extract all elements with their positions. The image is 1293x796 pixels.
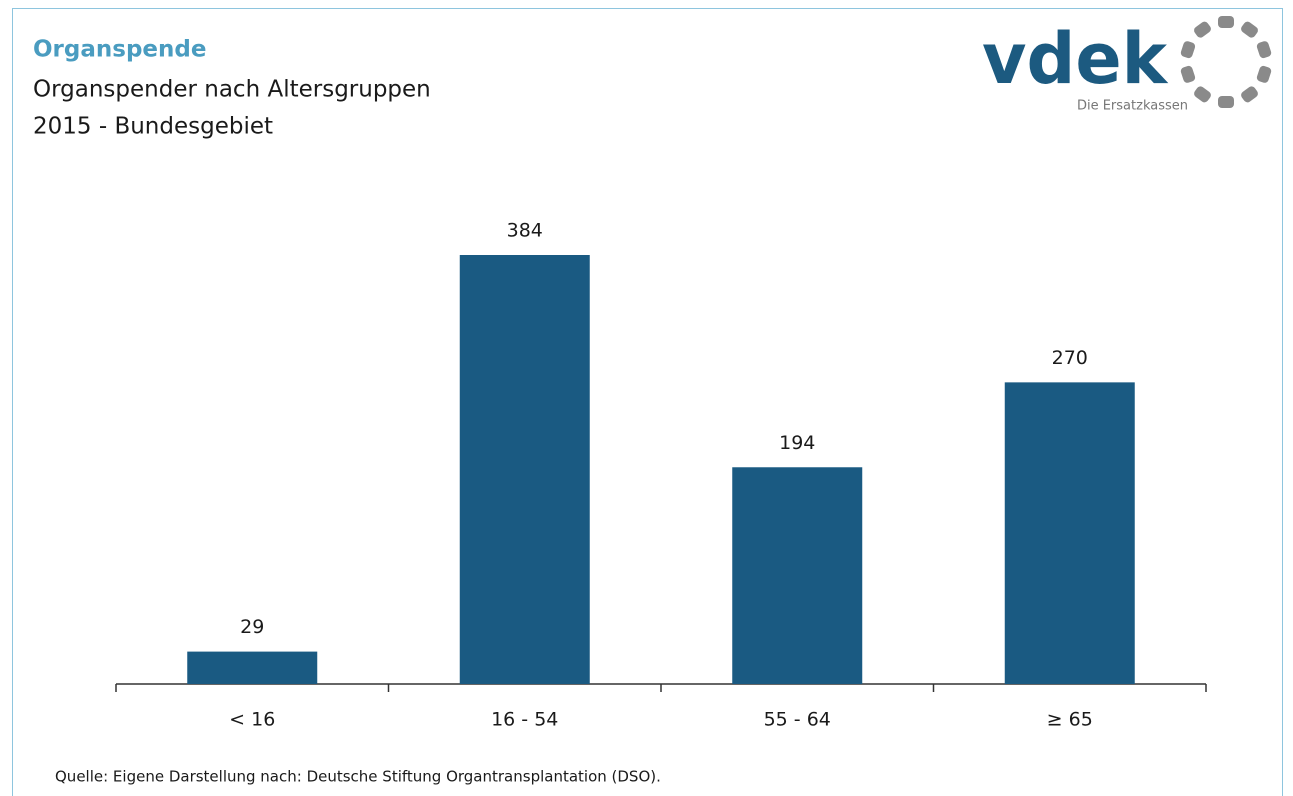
logo-dot xyxy=(1180,41,1196,59)
x-tick-label: ≥ 65 xyxy=(1047,709,1093,731)
logo-dot xyxy=(1241,86,1258,103)
bar xyxy=(1004,382,1135,684)
logo-name: vdek xyxy=(982,18,1168,100)
value-label: 270 xyxy=(1052,347,1088,369)
logo-dot xyxy=(1256,41,1272,59)
value-label: 384 xyxy=(507,220,543,242)
x-tick-label: < 16 xyxy=(229,709,275,731)
logo-dot xyxy=(1194,86,1211,103)
logo-dot xyxy=(1180,65,1196,83)
x-tick-label: 55 - 64 xyxy=(764,709,831,731)
x-tick-label: 16 - 54 xyxy=(491,709,558,731)
logo-dot xyxy=(1256,65,1272,83)
logo-ring xyxy=(1180,16,1272,108)
logo-dot xyxy=(1218,16,1234,28)
chart-title: Organspender nach Altersgruppen xyxy=(33,77,431,103)
bar xyxy=(732,467,863,684)
source: Quelle: Eigene Darstellung nach: Deutsch… xyxy=(55,768,661,786)
logo-dot xyxy=(1194,21,1211,38)
value-label: 194 xyxy=(779,432,815,454)
logo-dot xyxy=(1218,96,1234,108)
bar xyxy=(459,255,590,684)
chart-subtitle: 2015 - Bundesgebiet xyxy=(33,114,273,140)
bar xyxy=(187,651,318,684)
logo-tagline: Die Ersatzkassen xyxy=(1077,99,1188,114)
value-label: 29 xyxy=(240,616,264,638)
header: Organspende xyxy=(33,37,206,63)
logo-dot xyxy=(1241,21,1258,38)
